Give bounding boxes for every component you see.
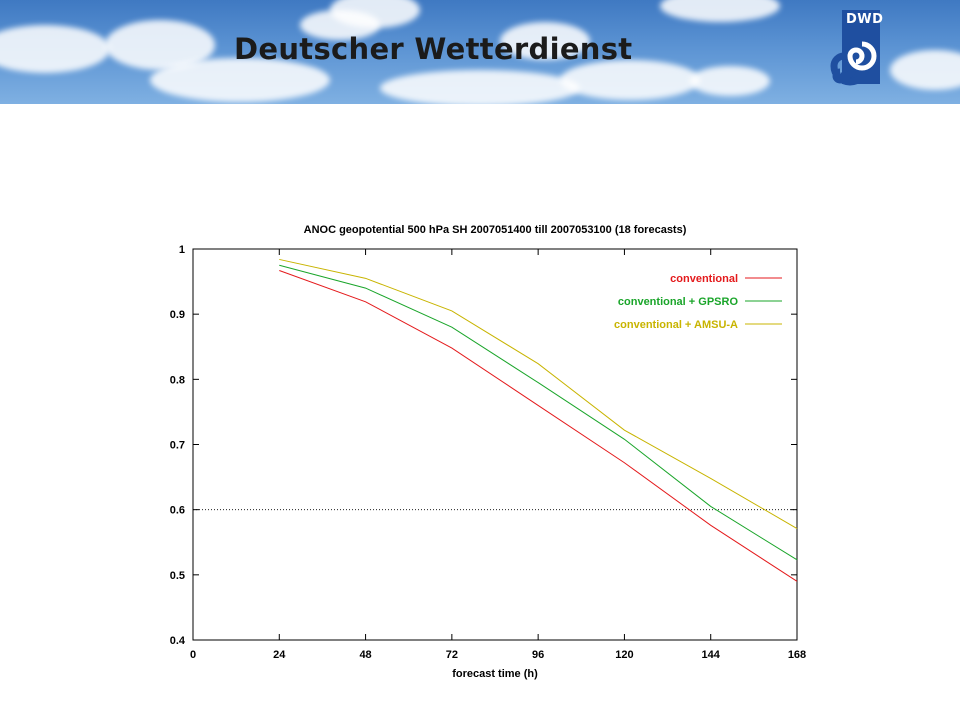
cloud-shape <box>300 10 380 40</box>
dwd-logo-icon <box>830 10 880 86</box>
cloud-shape <box>890 50 960 90</box>
x-tick-label: 168 <box>788 649 806 661</box>
x-tick-label: 144 <box>702 649 721 661</box>
banner-title: Deutscher Wetterdienst <box>234 32 633 66</box>
legend-label: conventional <box>670 273 738 285</box>
x-tick-label: 72 <box>446 649 458 661</box>
cloud-shape <box>0 25 110 73</box>
cloud-shape <box>560 60 700 100</box>
cloud-shape <box>690 66 770 96</box>
x-axis-label: forecast time (h) <box>452 668 538 680</box>
plot-area: 0.4 0.5 0.6 0.7 0.8 0.9 1 0 24 48 72 96 120 144 168 con… <box>170 244 806 661</box>
y-tick-label: 0.7 <box>170 440 185 452</box>
series-line-3 <box>279 258 798 529</box>
y-tick-label: 1 <box>179 244 185 256</box>
y-tick-label: 0.5 <box>170 570 185 582</box>
y-tick-label: 0.4 <box>170 635 186 647</box>
x-tick-label: 0 <box>190 649 196 661</box>
y-tick-label: 0.9 <box>170 309 185 321</box>
legend-label: conventional + AMSU-A <box>614 319 738 331</box>
chart-title: ANOC geopotential 500 hPa SH 2007051400 … <box>304 224 687 236</box>
y-tick-label: 0.8 <box>170 374 185 386</box>
cloud-shape <box>660 0 780 22</box>
cloud-shape <box>380 70 580 104</box>
x-tick-label: 96 <box>532 649 544 661</box>
x-tick-label: 120 <box>615 649 633 661</box>
series-line-1 <box>279 270 798 582</box>
legend-label: conventional + GPSRO <box>618 296 739 308</box>
cloud-shape <box>500 22 590 60</box>
y-tick-label: 0.6 <box>170 505 185 517</box>
series-line-2 <box>279 264 798 561</box>
logo-text: DWD <box>846 12 884 27</box>
x-tick-label: 24 <box>273 649 286 661</box>
cloud-shape <box>150 58 330 102</box>
x-tick-label: 48 <box>359 649 371 661</box>
header-banner: Deutscher Wetterdienst DWD <box>0 0 960 104</box>
